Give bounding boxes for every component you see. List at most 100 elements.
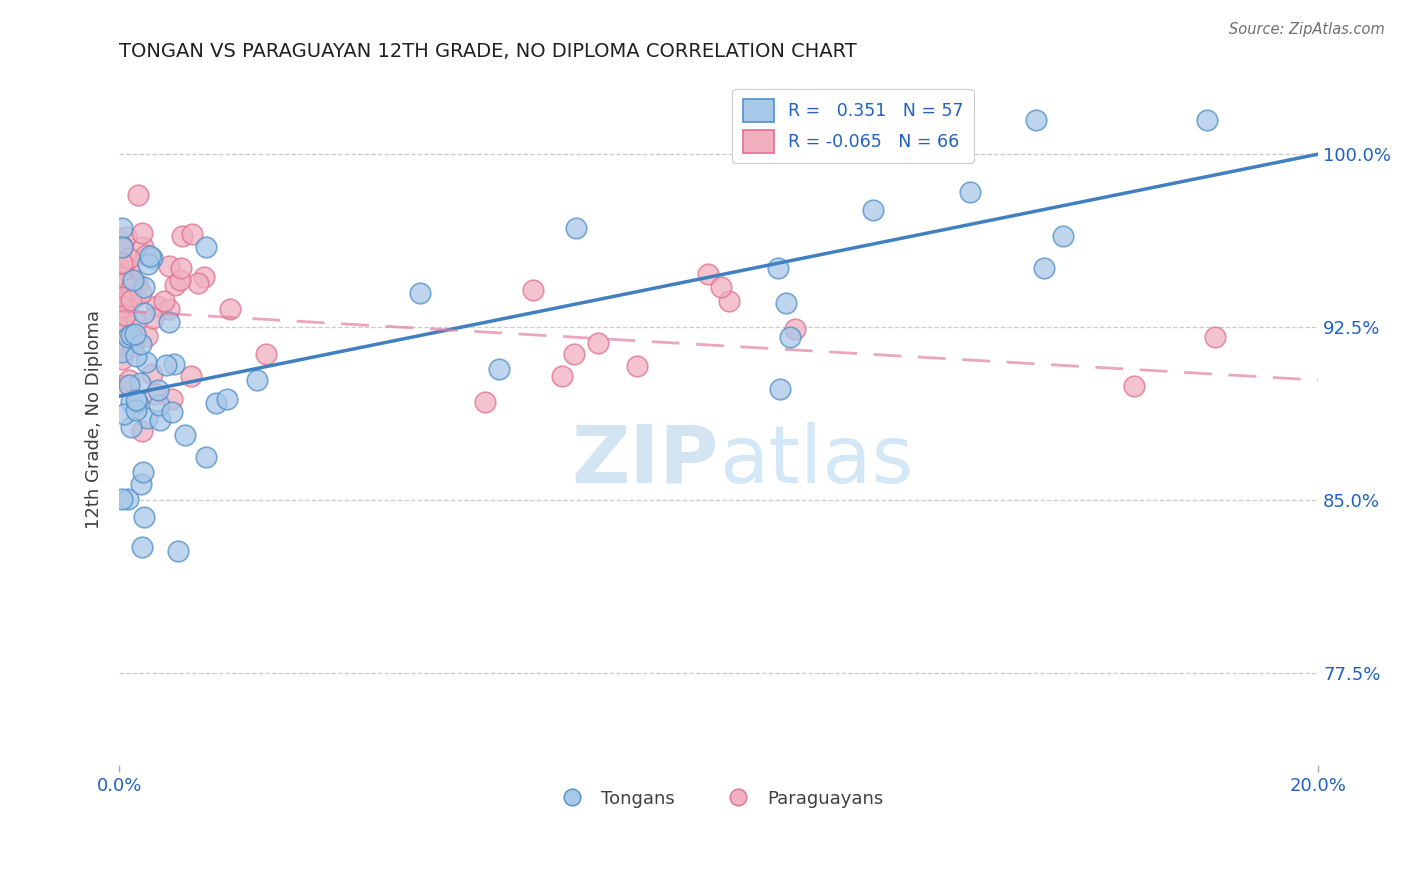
Point: [718, 294, 741, 309]
Y-axis label: 12th Grade, No Diploma: 12th Grade, No Diploma: [86, 310, 103, 529]
Point: [586, 335, 609, 350]
Point: [551, 368, 574, 383]
Point: [157, 259, 180, 273]
Legend: Tongans, Paraguayans: Tongans, Paraguayans: [547, 782, 890, 815]
Point: [132, 240, 155, 254]
Point: [117, 492, 139, 507]
Point: [157, 301, 180, 316]
Point: [180, 227, 202, 241]
Point: [157, 315, 180, 329]
Point: [959, 185, 981, 199]
Point: [124, 314, 146, 328]
Point: [129, 376, 152, 391]
Point: [783, 322, 806, 336]
Point: [180, 369, 202, 384]
Point: [112, 407, 135, 421]
Point: [1052, 228, 1074, 243]
Point: [118, 263, 141, 277]
Point: [217, 392, 239, 407]
Point: [118, 377, 141, 392]
Point: [111, 491, 134, 506]
Point: [111, 378, 134, 392]
Point: [115, 229, 138, 244]
Point: [125, 394, 148, 409]
Point: [124, 403, 146, 417]
Point: [173, 427, 195, 442]
Point: [118, 329, 141, 343]
Point: [1195, 112, 1218, 127]
Point: [165, 277, 187, 292]
Point: [121, 273, 143, 287]
Point: [136, 410, 159, 425]
Point: [779, 329, 801, 343]
Text: ZIP: ZIP: [571, 422, 718, 500]
Point: [121, 338, 143, 352]
Point: [152, 294, 174, 309]
Point: [111, 313, 134, 327]
Point: [862, 202, 884, 217]
Point: [474, 394, 496, 409]
Point: [194, 450, 217, 464]
Point: [143, 387, 166, 401]
Text: atlas: atlas: [718, 422, 912, 500]
Point: [141, 252, 163, 266]
Point: [129, 336, 152, 351]
Point: [135, 355, 157, 369]
Point: [127, 187, 149, 202]
Point: [131, 285, 153, 300]
Point: [125, 350, 148, 364]
Point: [121, 334, 143, 349]
Point: [1025, 112, 1047, 127]
Point: [111, 318, 134, 333]
Point: [120, 328, 142, 343]
Point: [169, 273, 191, 287]
Point: [162, 392, 184, 406]
Point: [111, 238, 134, 252]
Point: [155, 358, 177, 372]
Point: [768, 382, 790, 396]
Point: [120, 281, 142, 295]
Point: [1204, 330, 1226, 344]
Text: Source: ZipAtlas.com: Source: ZipAtlas.com: [1229, 22, 1385, 37]
Point: [204, 396, 226, 410]
Point: [149, 413, 172, 427]
Point: [120, 293, 142, 308]
Point: [125, 277, 148, 291]
Point: [146, 299, 169, 313]
Point: [111, 300, 134, 314]
Point: [626, 359, 648, 373]
Point: [134, 510, 156, 524]
Point: [120, 395, 142, 409]
Point: [125, 392, 148, 407]
Point: [111, 240, 134, 254]
Point: [148, 398, 170, 412]
Point: [117, 330, 139, 344]
Point: [170, 229, 193, 244]
Point: [134, 279, 156, 293]
Point: [112, 291, 135, 305]
Point: [219, 302, 242, 317]
Point: [111, 269, 134, 284]
Point: [132, 306, 155, 320]
Point: [114, 304, 136, 318]
Point: [118, 373, 141, 387]
Point: [141, 367, 163, 381]
Point: [193, 270, 215, 285]
Point: [775, 296, 797, 310]
Point: [111, 256, 134, 270]
Point: [522, 283, 544, 297]
Point: [166, 544, 188, 558]
Point: [1122, 379, 1144, 393]
Point: [125, 289, 148, 303]
Point: [710, 280, 733, 294]
Point: [112, 276, 135, 290]
Point: [111, 352, 134, 367]
Point: [142, 311, 165, 326]
Point: [117, 291, 139, 305]
Point: [187, 276, 209, 290]
Point: [111, 221, 134, 235]
Point: [124, 326, 146, 341]
Point: [146, 383, 169, 397]
Point: [136, 257, 159, 271]
Point: [121, 420, 143, 434]
